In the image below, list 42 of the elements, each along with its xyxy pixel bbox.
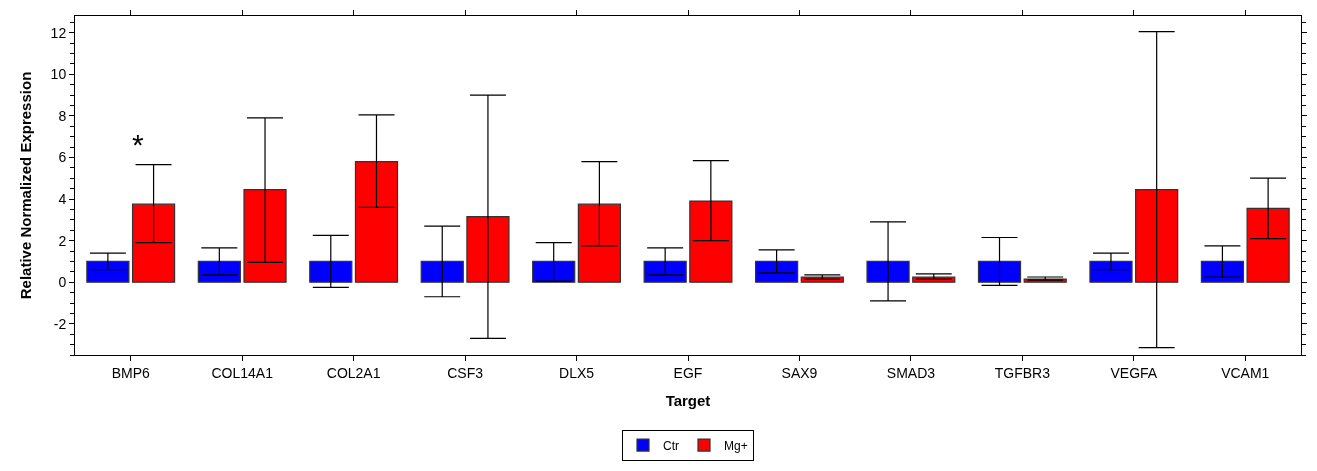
bar [532,260,576,283]
bar [643,260,687,283]
bar [977,260,1022,283]
y-tick-label: 2 [58,232,67,249]
bar [689,200,733,283]
bar [1246,207,1290,283]
bar [354,160,399,283]
bar [197,260,241,283]
bar [309,260,353,283]
legend-label: Ctr [663,438,679,453]
x-tick-label: SMAD3 [886,364,936,381]
x-tick-label: COL14A1 [211,364,274,381]
bar [1089,260,1133,283]
y-tick-label: 12 [50,24,67,41]
bar [754,260,799,283]
x-tick-label: DLX5 [559,364,595,381]
bar [131,203,176,283]
y-tick-label: -2 [53,315,67,332]
x-tick-label: CSF3 [447,364,484,381]
y-tick-label: 4 [58,190,67,207]
y-tick-label: 10 [50,66,67,83]
y-axis-title: Relative Normalized Expression [16,71,34,300]
bar [86,260,130,283]
x-tick-label: VCAM1 [1221,364,1270,381]
y-tick-label: 0 [58,274,67,291]
legend-label: Mg+ [724,438,748,453]
x-tick-label: EGF [673,364,703,381]
bar [420,260,464,283]
y-tick-label: 6 [58,149,67,166]
bar [1135,189,1179,283]
x-tick-label: TGFBR3 [994,364,1051,381]
bar [243,189,287,283]
bar [466,216,510,283]
y-tick-label: 8 [58,107,67,124]
x-tick-label: BMP6 [111,364,151,381]
x-tick-label: COL2A1 [326,364,381,381]
bar [577,203,622,283]
x-tick-label: VEGFA [1110,364,1158,381]
annotation: * [132,128,144,161]
bar [866,260,910,283]
x-tick-label: SAX9 [781,364,818,381]
x-axis-title: Target [665,391,711,409]
